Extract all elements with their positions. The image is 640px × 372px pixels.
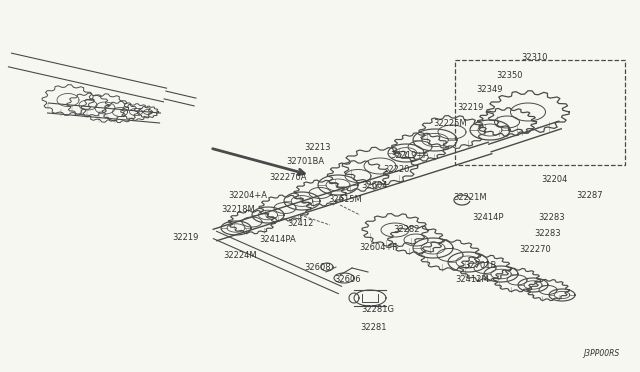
Text: 322270: 322270 (519, 246, 551, 254)
Text: 32213: 32213 (305, 144, 332, 153)
Text: 32606: 32606 (335, 276, 362, 285)
Text: 32412M: 32412M (455, 276, 489, 285)
Text: 32414PA: 32414PA (260, 235, 296, 244)
Text: 32224M: 32224M (223, 250, 257, 260)
Text: 32414P: 32414P (472, 214, 504, 222)
Text: 32219+A: 32219+A (390, 151, 429, 160)
Text: 32219: 32219 (172, 234, 198, 243)
Text: 32350: 32350 (497, 71, 524, 80)
Text: 32604+F: 32604+F (359, 243, 397, 251)
Text: 32220: 32220 (383, 166, 409, 174)
Bar (455, 60, 625, 165)
Text: 32287: 32287 (577, 192, 604, 201)
Text: 32349: 32349 (477, 86, 503, 94)
Text: 32281G: 32281G (362, 305, 394, 314)
Text: 32281: 32281 (361, 324, 387, 333)
Text: 32282: 32282 (394, 225, 420, 234)
Text: 32310: 32310 (522, 54, 548, 62)
Text: J3PP00RS: J3PP00RS (584, 349, 620, 358)
Text: 32412: 32412 (287, 219, 313, 228)
Text: 32608: 32608 (305, 263, 332, 273)
Text: 32283: 32283 (539, 214, 565, 222)
Text: 322270A: 322270A (269, 173, 307, 183)
Text: 32225M: 32225M (433, 119, 467, 128)
Text: 32218M: 32218M (221, 205, 255, 215)
Text: 32701B: 32701B (464, 260, 496, 269)
Text: 32615M: 32615M (328, 196, 362, 205)
Text: 32604: 32604 (362, 180, 388, 189)
Text: 32221M: 32221M (453, 193, 487, 202)
Text: 32204: 32204 (541, 176, 567, 185)
Text: 32204+A: 32204+A (228, 192, 268, 201)
Text: 32219: 32219 (457, 103, 483, 112)
Text: 32701BA: 32701BA (286, 157, 324, 167)
Text: 32283: 32283 (534, 230, 561, 238)
